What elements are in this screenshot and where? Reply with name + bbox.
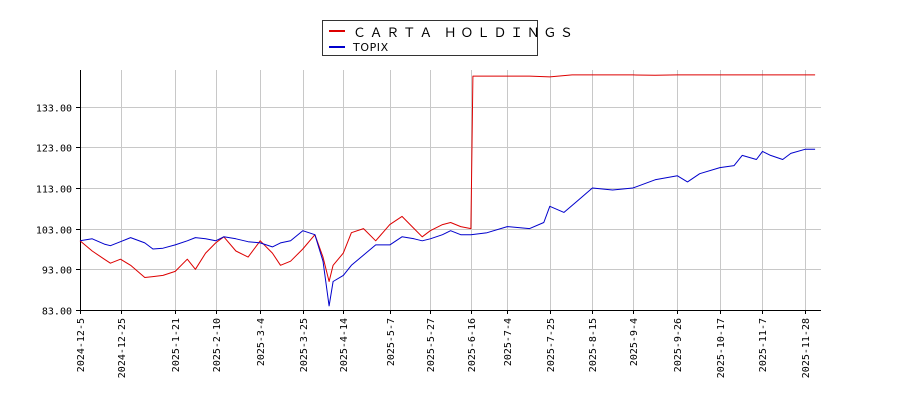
x-tick-label: 2025-11-7 <box>758 318 769 372</box>
series-line-topix <box>79 148 816 307</box>
x-tick-label: 2025-3-25 <box>299 318 310 372</box>
x-tick-label: 2025-9-4 <box>629 318 640 366</box>
x-tick-label: 2025-10-17 <box>716 318 727 378</box>
x-tick-label: 2025-8-15 <box>588 318 599 372</box>
x-tick-label: 2025-1-21 <box>171 318 182 372</box>
y-tick-label: 133.00 <box>36 104 72 115</box>
x-tick-label: 2024-12-25 <box>117 318 128 378</box>
legend-item-carta: ＣＡＲＴＡ ＨＯＬＤＩＮＧＳ <box>329 23 577 41</box>
series-line-carta <box>79 74 816 282</box>
x-tick-label: 2025-7-25 <box>546 318 557 372</box>
grid-layer <box>80 70 821 310</box>
x-tick-label: 2025-9-26 <box>673 318 684 372</box>
legend: ＣＡＲＴＡ ＨＯＬＤＩＮＧＳ TOPIX <box>322 20 573 56</box>
y-axis-ticks: 83.00 93.00 103.00 113.00 123.00 133.00 <box>36 104 80 318</box>
y-tick-label: 103.00 <box>36 226 72 237</box>
x-tick-label: 2025-3-4 <box>256 318 267 366</box>
y-tick-label: 113.00 <box>36 185 72 196</box>
y-tick-label: 83.00 <box>42 307 72 318</box>
y-tick-label: 123.00 <box>36 144 72 155</box>
legend-swatch-topix <box>329 46 345 48</box>
y-tick-label: 93.00 <box>42 266 72 277</box>
x-tick-label: 2025-5-7 <box>386 318 397 366</box>
plot-frame <box>80 70 821 311</box>
x-tick-label: 2025-7-4 <box>503 318 514 366</box>
x-tick-label: 2025-2-10 <box>212 318 223 372</box>
legend-swatch-carta <box>329 30 345 32</box>
legend-label-carta: ＣＡＲＴＡ ＨＯＬＤＩＮＧＳ <box>353 25 577 41</box>
legend-label-topix: TOPIX <box>353 40 389 54</box>
x-tick-label: 2025-6-16 <box>467 318 478 372</box>
x-tick-label: 2024-12-5 <box>76 318 87 372</box>
x-tick-label: 2025-5-27 <box>426 318 437 372</box>
x-tick-label: 2025-11-28 <box>801 318 812 378</box>
x-axis-ticks: 2024-12-5 2024-12-25 2025-1-21 2025-2-10 202… <box>76 310 812 378</box>
x-tick-label: 2025-4-14 <box>339 318 350 372</box>
legend-item-topix: TOPIX <box>329 39 389 55</box>
series-layer <box>79 74 816 307</box>
